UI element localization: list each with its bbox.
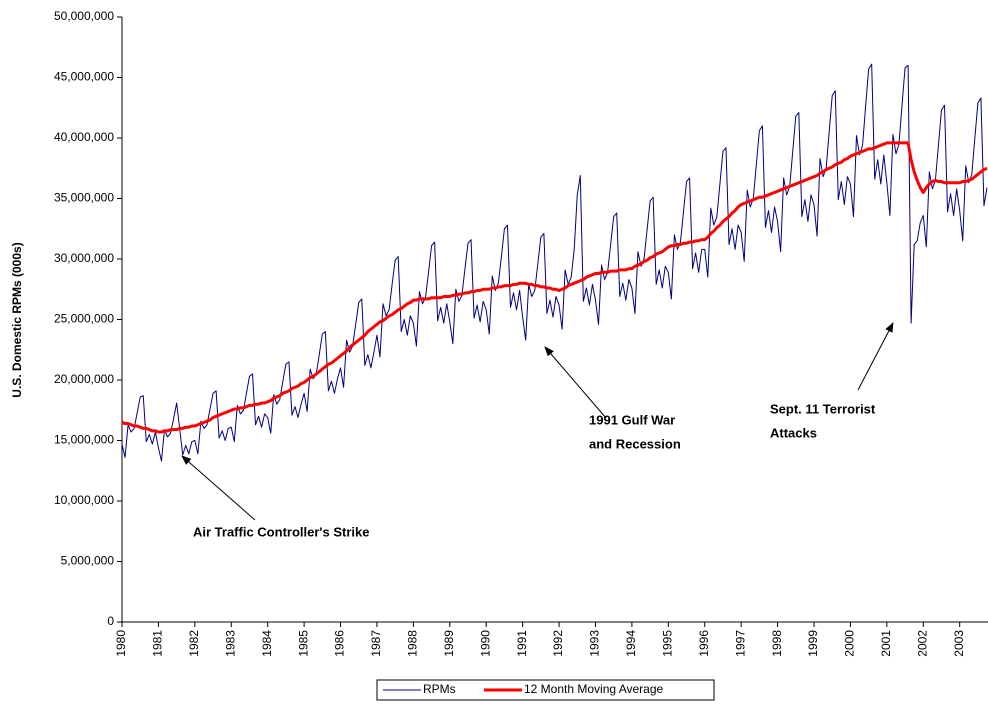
- y-axis-label: U.S. Domestic RPMs (000s): [10, 242, 24, 397]
- annotation: Sept. 11 Terrorist: [770, 401, 876, 416]
- x-tick-label: 1980: [114, 630, 128, 657]
- y-tick-label: 10,000,000: [54, 493, 114, 507]
- y-tick-label: 40,000,000: [54, 130, 114, 144]
- y-tick-label: 30,000,000: [54, 251, 114, 265]
- x-tick-label: 2001: [879, 630, 893, 657]
- annotation-arrow: [181, 455, 256, 521]
- x-tick-label: 1989: [442, 630, 456, 657]
- x-tick-label: 1993: [588, 630, 602, 657]
- x-tick-label: 1988: [406, 630, 420, 657]
- annotation: Air Traffic Controller's Strike: [193, 524, 369, 539]
- y-tick-label: 50,000,000: [54, 9, 114, 23]
- annotation: Attacks: [770, 425, 817, 440]
- x-tick-label: 1981: [151, 630, 165, 657]
- legend-label: RPMs: [423, 682, 456, 696]
- x-tick-label: 1990: [478, 630, 492, 657]
- x-tick-label: 1997: [733, 630, 747, 657]
- x-tick-label: 1994: [624, 630, 638, 657]
- x-tick-label: 1984: [260, 630, 274, 657]
- x-tick-label: 2002: [915, 630, 929, 657]
- x-tick-label: 1999: [806, 630, 820, 657]
- y-tick-label: 25,000,000: [54, 312, 114, 326]
- x-tick-label: 1986: [333, 630, 347, 657]
- y-tick-label: 15,000,000: [54, 433, 114, 447]
- series-line: [121, 141, 988, 434]
- legend-box: [376, 679, 715, 701]
- legend-label: 12 Month Moving Average: [524, 682, 664, 696]
- y-tick-label: 0: [107, 614, 114, 628]
- x-tick-label: 2003: [952, 630, 966, 657]
- annotation-arrow: [544, 346, 607, 419]
- x-tick-label: 2000: [843, 630, 857, 657]
- y-tick-label: 20,000,000: [54, 372, 114, 386]
- x-tick-label: 1982: [187, 630, 201, 657]
- y-tick-label: 5,000,000: [61, 554, 115, 568]
- x-tick-label: 1992: [551, 630, 565, 657]
- y-tick-label: 45,000,000: [54, 70, 114, 84]
- x-tick-label: 1995: [660, 630, 674, 657]
- x-tick-label: 1998: [770, 630, 784, 657]
- x-tick-label: 1983: [223, 630, 237, 657]
- series-line: [121, 63, 988, 462]
- x-tick-label: 1987: [369, 630, 383, 657]
- x-tick-label: 1996: [697, 630, 711, 657]
- x-tick-label: 1991: [515, 630, 529, 657]
- annotation-arrow: [857, 322, 894, 391]
- y-tick-label: 35,000,000: [54, 191, 114, 205]
- x-tick-label: 1985: [296, 630, 310, 657]
- annotation: 1991 Gulf War: [589, 412, 675, 427]
- annotation: and Recession: [589, 436, 681, 451]
